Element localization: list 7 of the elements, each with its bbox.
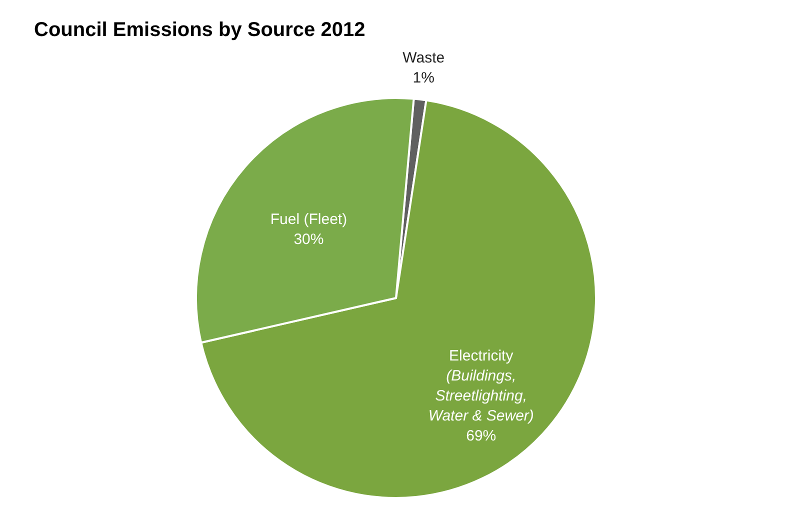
data-label: 1% <box>412 70 434 87</box>
slice-label: Waste <box>402 50 445 67</box>
chart-title: Council Emissions by Source 2012 <box>34 19 366 42</box>
category-label: Electricity (Buildings, Streetlighting, Water & Sewer) <box>428 348 534 425</box>
data-label: 30% <box>294 231 324 248</box>
data-label: 69% <box>466 428 496 445</box>
slice-label: Fuel (Fleet) <box>270 211 348 228</box>
